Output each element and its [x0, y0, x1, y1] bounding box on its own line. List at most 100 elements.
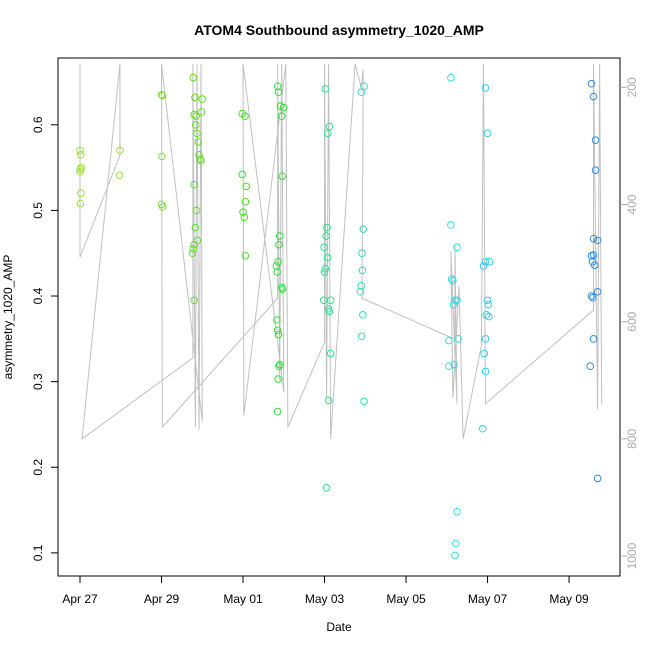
point	[451, 539, 460, 548]
point	[481, 257, 490, 266]
x-axis-label: Date	[326, 620, 352, 634]
point	[278, 172, 286, 180]
point	[447, 275, 456, 283]
point	[273, 326, 282, 335]
point	[454, 335, 463, 343]
point	[77, 189, 85, 198]
point	[358, 266, 367, 275]
point	[190, 110, 198, 119]
point	[484, 312, 493, 321]
point	[274, 88, 283, 97]
point	[324, 396, 333, 405]
point	[274, 330, 283, 339]
point	[191, 223, 200, 232]
point	[198, 95, 207, 103]
point	[451, 551, 459, 560]
point	[190, 296, 198, 305]
point	[277, 112, 286, 121]
point	[356, 287, 365, 296]
point	[590, 261, 599, 270]
point	[326, 349, 335, 358]
y2-tick-label: 600	[625, 311, 639, 331]
y-tick-label: 0.2	[31, 459, 45, 476]
point	[357, 281, 366, 290]
point	[273, 407, 282, 416]
point	[194, 138, 202, 146]
point	[322, 232, 330, 240]
point	[193, 129, 201, 138]
y2-tick-label: 1000	[625, 542, 639, 569]
point	[157, 91, 166, 99]
point	[593, 474, 602, 483]
point	[591, 136, 600, 144]
point	[587, 292, 596, 300]
point	[115, 171, 124, 180]
point	[449, 276, 457, 285]
point	[323, 129, 332, 138]
point	[272, 262, 281, 270]
point	[273, 268, 282, 276]
point	[479, 262, 488, 270]
point	[274, 257, 282, 266]
point	[357, 332, 366, 341]
y-tick-label: 0.5	[31, 202, 45, 219]
x-tick-label: Apr 27	[62, 592, 98, 606]
point	[447, 73, 455, 82]
plot-area	[76, 63, 603, 560]
point	[450, 360, 458, 369]
point	[158, 152, 166, 161]
point	[359, 225, 368, 234]
point	[591, 166, 600, 174]
point	[192, 206, 201, 215]
point	[275, 362, 283, 371]
x-tick-label: May 05	[386, 592, 426, 606]
point	[241, 198, 250, 206]
point	[319, 296, 328, 305]
x-tick-label: May 03	[305, 592, 345, 606]
point	[483, 296, 492, 305]
point	[587, 79, 596, 88]
point	[451, 296, 459, 305]
point	[241, 251, 250, 260]
point	[358, 249, 366, 258]
point	[326, 296, 335, 305]
point	[274, 375, 282, 383]
plot-frame	[57, 57, 621, 577]
x-tick-label: May 01	[223, 592, 263, 606]
chart-title: ATOM4 Southbound asymmetry_1020_AMP	[194, 22, 484, 38]
point	[76, 165, 85, 174]
point	[190, 240, 198, 249]
point	[116, 146, 124, 155]
point	[278, 285, 287, 293]
point	[449, 300, 458, 309]
point	[481, 367, 490, 376]
point	[480, 349, 489, 358]
line	[79, 63, 603, 440]
point	[279, 103, 288, 112]
point	[484, 300, 493, 309]
point	[320, 243, 328, 252]
point	[320, 268, 329, 276]
point	[589, 335, 598, 343]
y2-tick-label: 800	[625, 429, 639, 449]
point	[481, 84, 490, 92]
point	[189, 245, 198, 253]
point	[445, 336, 453, 345]
point	[76, 146, 84, 155]
point	[192, 112, 200, 121]
point	[158, 203, 167, 211]
point	[188, 249, 197, 258]
x-tick-label: Apr 29	[144, 592, 180, 606]
point	[593, 287, 602, 296]
point	[273, 82, 282, 91]
point	[77, 150, 85, 159]
point	[586, 362, 595, 371]
point	[191, 93, 199, 102]
point	[478, 424, 487, 433]
point	[241, 112, 249, 121]
point	[593, 236, 602, 245]
point	[360, 82, 368, 91]
point	[325, 307, 334, 316]
point	[273, 316, 281, 324]
